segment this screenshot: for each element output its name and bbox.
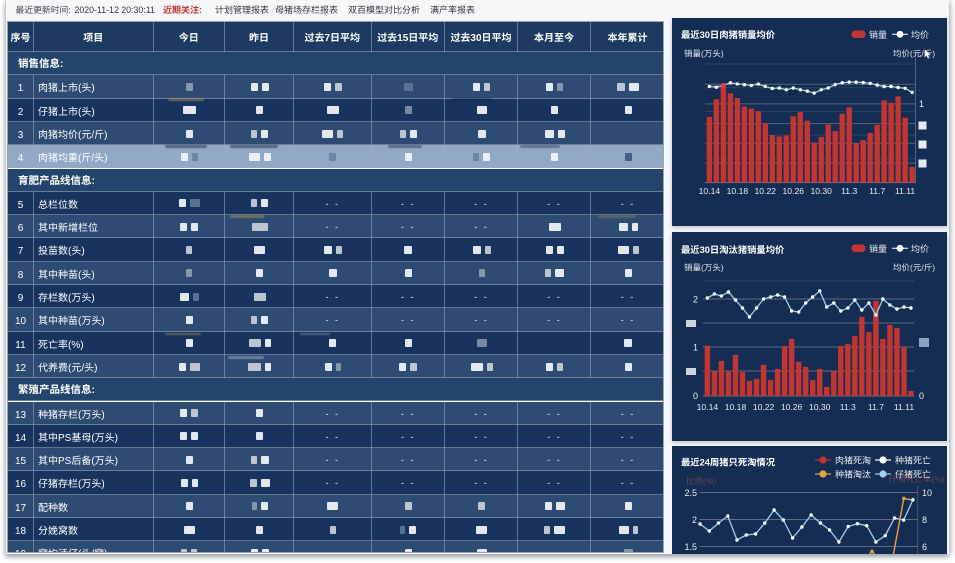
svg-text:最近24周猪只死淘情况: 最近24周猪只死淘情况 bbox=[681, 455, 776, 469]
svg-text:1: 1 bbox=[693, 341, 698, 354]
svg-text:11.3: 11.3 bbox=[841, 185, 857, 197]
svg-text:最近30日肉猪销量均价: 最近30日肉猪销量均价 bbox=[681, 27, 776, 41]
svg-text:销量(万头): 销量(万头) bbox=[684, 48, 724, 60]
svg-text:10: 10 bbox=[922, 486, 932, 499]
svg-text:10.30: 10.30 bbox=[809, 401, 831, 413]
svg-text:6: 6 bbox=[922, 540, 927, 553]
svg-text:均价: 均价 bbox=[911, 242, 929, 255]
svg-text:2.5: 2.5 bbox=[684, 486, 697, 499]
svg-text:最近30日淘汰猪销量均价: 最近30日淘汰猪销量均价 bbox=[681, 242, 785, 256]
svg-text:均价: 均价 bbox=[911, 28, 929, 41]
svg-text:10.14: 10.14 bbox=[697, 401, 719, 413]
svg-text:种猪死亡: 种猪死亡 bbox=[895, 454, 931, 467]
svg-text:11.7: 11.7 bbox=[869, 185, 885, 197]
svg-text:8: 8 bbox=[922, 513, 927, 526]
svg-text:均价(元/斤): 均价(元/斤) bbox=[893, 262, 935, 274]
svg-text:比例(%): 比例(%) bbox=[686, 475, 716, 487]
svg-text:0: 0 bbox=[693, 389, 698, 402]
svg-text:10.18: 10.18 bbox=[725, 401, 747, 413]
svg-text:11.11: 11.11 bbox=[894, 401, 914, 413]
svg-text:肉猪死淘: 肉猪死淘 bbox=[835, 454, 871, 467]
svg-text:11.11: 11.11 bbox=[895, 185, 915, 197]
svg-text:10.30: 10.30 bbox=[810, 185, 832, 197]
svg-text:销量: 销量 bbox=[869, 242, 887, 255]
svg-text:种猪淘汰: 种猪淘汰 bbox=[835, 468, 871, 481]
svg-text:10.26: 10.26 bbox=[783, 185, 805, 197]
svg-text:1.5: 1.5 bbox=[684, 540, 697, 553]
svg-text:10.26: 10.26 bbox=[781, 401, 803, 413]
svg-text:销量(万头): 销量(万头) bbox=[684, 262, 724, 274]
svg-text:销量: 销量 bbox=[869, 28, 887, 41]
svg-text:2: 2 bbox=[692, 513, 697, 526]
svg-text:10.22: 10.22 bbox=[755, 185, 777, 197]
svg-text:2: 2 bbox=[693, 293, 698, 306]
svg-text:仔猪死亡: 仔猪死亡 bbox=[895, 468, 931, 481]
svg-text:10.22: 10.22 bbox=[753, 401, 775, 413]
svg-text:10.14: 10.14 bbox=[699, 185, 721, 197]
svg-text:0: 0 bbox=[919, 389, 924, 402]
svg-text:10.18: 10.18 bbox=[727, 185, 749, 197]
svg-text:仔猪死亡率(%): 仔猪死亡率(%) bbox=[889, 473, 945, 485]
svg-text:11.7: 11.7 bbox=[868, 401, 884, 413]
svg-text:1: 1 bbox=[919, 97, 924, 110]
svg-text:11.3: 11.3 bbox=[840, 401, 856, 413]
